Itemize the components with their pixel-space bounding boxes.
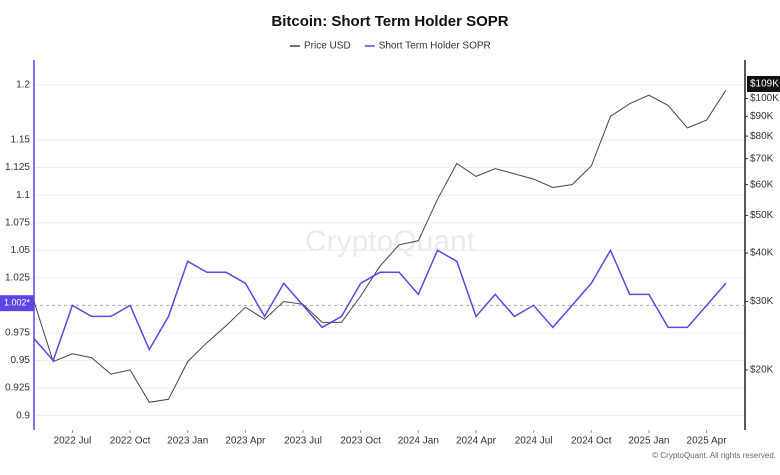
x-tick-label: 2022 Oct <box>110 436 151 447</box>
y2-tick-label: $80K <box>750 131 774 142</box>
chart-title: Bitcoin: Short Term Holder SOPR <box>271 13 508 30</box>
legend-label: Price USD <box>304 41 351 52</box>
y-tick-label: 0.975 <box>5 328 30 339</box>
series-line <box>33 90 727 403</box>
x-tick-label: 2022 Jul <box>54 436 92 447</box>
y-tick-label: 1.2 <box>16 79 30 90</box>
x-tick-label: 2025 Apr <box>687 436 728 447</box>
footer: © CryptoQuant. All rights reserved. <box>652 451 776 460</box>
y2-tick-label: $90K <box>750 111 774 122</box>
y-tick-label: 1.1 <box>16 190 30 201</box>
y-tick-label: 1.025 <box>5 272 30 283</box>
y-tick-label: 1.15 <box>11 135 31 146</box>
x-tick-label: 2023 Jan <box>167 436 208 447</box>
watermark: CryptoQuant <box>305 225 476 258</box>
y-tick-label: 1.125 <box>5 162 30 173</box>
y-marker-label: 1.002* <box>4 298 31 308</box>
x-tick-label: 2024 Oct <box>571 436 612 447</box>
y2-tick-label: $40K <box>750 248 774 259</box>
x-tick-label: 2025 Jan <box>628 436 669 447</box>
y2-tick-label: $60K <box>750 179 774 190</box>
y2-marker-box <box>747 75 780 92</box>
y-marker-box <box>0 295 34 312</box>
x-tick-label: 2024 Jul <box>515 436 553 447</box>
y2-tick-label: $20K <box>750 365 774 376</box>
y2-tick-label: $50K <box>750 210 774 221</box>
y-tick-label: 0.925 <box>5 383 30 394</box>
y2-tick-label: $70K <box>750 153 774 164</box>
x-tick-label: 2024 Jan <box>398 436 439 447</box>
legend-label: Short Term Holder SOPR <box>379 41 491 52</box>
x-tick-label: 2024 Apr <box>456 436 497 447</box>
y-tick-label: 0.95 <box>11 355 31 366</box>
y2-tick-label: $30K <box>750 296 774 307</box>
y2-tick-label: $100K <box>750 93 779 104</box>
x-tick-label: 2023 Apr <box>225 436 266 447</box>
y-tick-label: 1.075 <box>5 217 30 228</box>
x-tick-label: 2023 Oct <box>340 436 381 447</box>
series-line <box>33 248 727 362</box>
y2-marker-label: $109K <box>750 79 779 90</box>
y-tick-label: 1.05 <box>11 245 31 256</box>
x-tick-label: 2023 Jul <box>284 436 322 447</box>
y-tick-label: 0.9 <box>16 410 30 421</box>
